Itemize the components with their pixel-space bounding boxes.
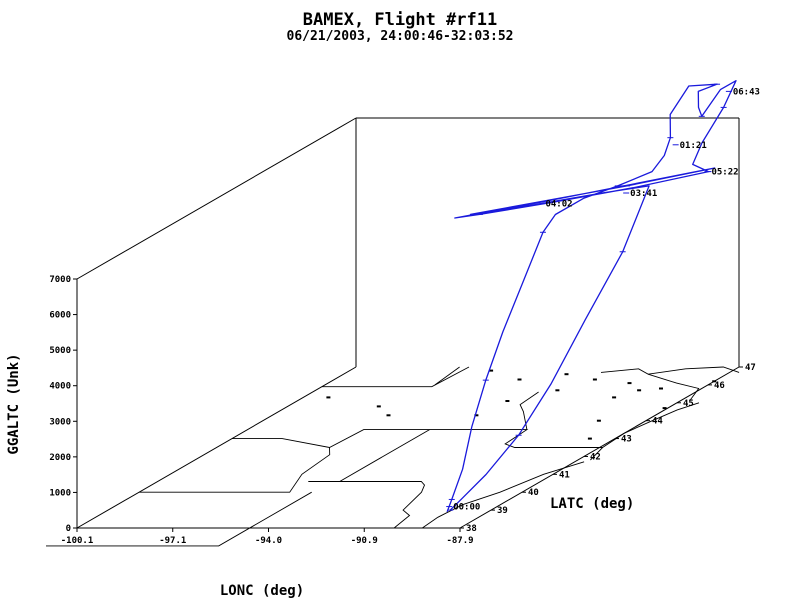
z-tick-label: 41 xyxy=(559,470,570,480)
chart-title: BAMEX, Flight #rf11 xyxy=(303,10,497,30)
map-lake xyxy=(555,389,560,392)
z-axis-label: LATC (deg) xyxy=(550,496,634,512)
z-tick-label: 39 xyxy=(497,506,508,516)
map-lake xyxy=(505,400,510,402)
map-boundary xyxy=(139,447,331,493)
x-tick-label: -100.1 xyxy=(61,536,94,546)
chart-subtitle: 06/21/2003, 24:00:46-32:03:52 xyxy=(287,29,514,44)
y-tick-label: 5000 xyxy=(49,346,71,356)
map-boundary xyxy=(321,366,470,388)
map-boundary xyxy=(422,461,585,529)
z-tick-label: 46 xyxy=(714,381,725,391)
map-lake xyxy=(596,419,601,422)
z-tick-label: 42 xyxy=(590,452,601,462)
annotation-label: 05:22 xyxy=(711,168,738,178)
x-axis: -100.1 -97.1 -94.0 -90.9 -87.9 xyxy=(61,528,474,546)
x-tick-label: -87.9 xyxy=(446,536,473,546)
map-lake xyxy=(386,414,391,417)
map-boundary xyxy=(232,429,603,448)
map-lake xyxy=(489,369,494,372)
y-tick-label: 1000 xyxy=(49,488,71,498)
y-tick-label: 2000 xyxy=(49,453,71,463)
x-tick-label: -90.9 xyxy=(351,536,378,546)
floor-left-edge xyxy=(76,366,357,529)
map-lake xyxy=(712,380,717,383)
annotation-label: 06:43 xyxy=(733,87,760,97)
flight-track-line xyxy=(446,80,737,513)
z-tick-label: 40 xyxy=(528,488,539,498)
map-boundary xyxy=(590,402,700,461)
y-axis-label: GGALTC (Unk) xyxy=(6,353,22,454)
map-boundary xyxy=(647,373,700,402)
x-axis-label: LONC (deg) xyxy=(220,583,304,599)
map-boundary xyxy=(46,491,312,547)
y-tick-label: 0 xyxy=(66,524,71,534)
y-tick-label: 3000 xyxy=(49,417,71,427)
map-boundary xyxy=(600,366,740,375)
map-lake xyxy=(517,378,522,381)
map-boundary xyxy=(339,429,430,482)
map-lake xyxy=(587,437,592,440)
map-lake xyxy=(627,382,632,385)
z-tick-label: 44 xyxy=(652,417,663,427)
map-lake xyxy=(659,387,663,390)
map-lake xyxy=(592,378,597,381)
map-boundary xyxy=(308,481,426,529)
x-tick-label: -94.0 xyxy=(255,536,282,546)
annotation-label: 03:41 xyxy=(630,189,657,199)
map-lake xyxy=(637,389,642,392)
y-axis: 0 1000 2000 3000 4000 5000 6000 7000 xyxy=(49,275,77,534)
left-wall-top-edge xyxy=(76,117,357,280)
plot-frame xyxy=(76,117,740,529)
y-tick-label: 4000 xyxy=(49,382,71,392)
map-boundary xyxy=(434,366,460,386)
y-tick-label: 6000 xyxy=(49,311,71,321)
map-lake xyxy=(376,405,381,408)
y-tick-label: 7000 xyxy=(49,275,71,285)
map-lake xyxy=(612,396,617,399)
map-lake xyxy=(662,407,667,410)
annotation-label: 01:21 xyxy=(680,141,707,151)
map-lake xyxy=(564,373,569,376)
annotation-label: 00:00 xyxy=(453,503,480,513)
base-map xyxy=(46,366,740,547)
z-tick-label: 38 xyxy=(466,524,477,534)
time-annotations: 00:00 01:21 06:43 05:22 03:41 04:02 xyxy=(446,87,760,513)
z-axis: 38 39 40 41 42 43 44 45 46 47 xyxy=(460,363,756,534)
z-tick-label: 43 xyxy=(621,435,632,445)
x-tick-label: -97.1 xyxy=(159,536,186,546)
z-tick-label: 47 xyxy=(745,363,756,373)
map-boundary xyxy=(519,391,539,430)
annotation-label: 04:02 xyxy=(545,200,572,210)
map-lake xyxy=(474,414,479,417)
z-tick-label: 45 xyxy=(683,399,694,409)
map-lake xyxy=(326,396,331,399)
